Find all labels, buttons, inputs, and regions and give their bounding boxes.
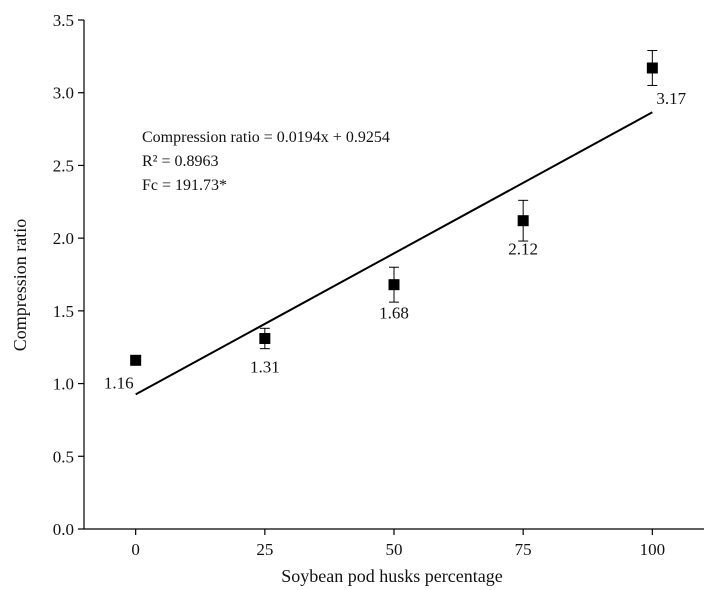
data-point	[517, 215, 529, 227]
annotation-r-squared: R² = 0.8963	[142, 153, 219, 170]
fit-line	[135, 111, 653, 396]
y-tick-label: 1.5	[53, 302, 74, 321]
x-tick-label: 25	[256, 540, 273, 559]
annotation-fc: Fc = 191.73*	[142, 177, 227, 194]
points-layer: 1.16 1.31 1.68 2.12 3.17	[104, 50, 687, 392]
x-tick-label: 0	[131, 540, 140, 559]
annotation-equation: Compression ratio = 0.0194x + 0.9254	[142, 129, 390, 146]
axes: 0.0 0.5 1.0 1.5 2.0 2.5 3.0 3.5 0 25 50 75 100	[53, 11, 704, 559]
x-tick-label: 75	[515, 540, 532, 559]
y-tick-label: 2.0	[53, 229, 74, 248]
data-point	[130, 354, 142, 366]
data-label: 2.12	[508, 240, 538, 259]
y-tick-label: 3.0	[53, 84, 74, 103]
y-tick-label: 0.5	[53, 447, 74, 466]
y-axis-title: Compression ratio	[10, 219, 30, 352]
data-label: 1.16	[104, 373, 134, 392]
data-point	[646, 62, 658, 74]
y-tick-label: 1.0	[53, 375, 74, 394]
data-point	[259, 332, 271, 344]
x-axis-title: Soybean pod husks percentage	[281, 566, 502, 586]
y-tick-label: 3.5	[53, 11, 74, 30]
x-tick-label: 50	[386, 540, 403, 559]
data-label: 3.17	[656, 89, 686, 108]
annotations: Compression ratio = 0.0194x + 0.9254 R² …	[142, 129, 390, 194]
y-tick-label: 0.0	[53, 520, 74, 539]
fit-line-layer	[135, 111, 653, 396]
data-label: 1.31	[250, 357, 280, 376]
y-tick-label: 2.5	[53, 156, 74, 175]
data-point	[388, 279, 400, 291]
x-tick-label: 100	[640, 540, 666, 559]
data-label: 1.68	[379, 304, 409, 323]
